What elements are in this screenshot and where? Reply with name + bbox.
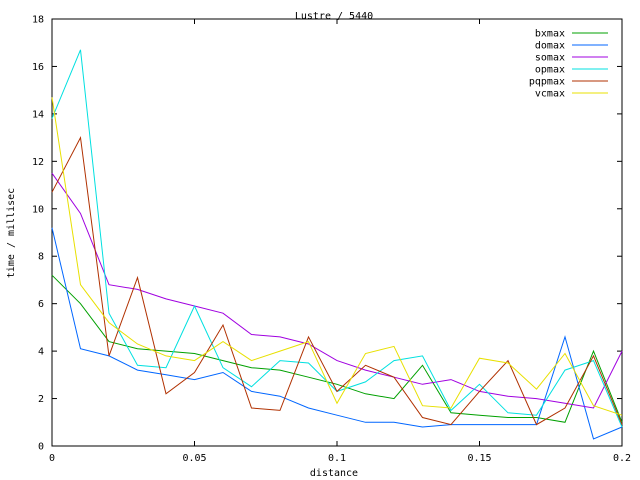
y-tick-label: 8: [38, 252, 44, 263]
y-axis-label: time / millisec: [6, 188, 17, 278]
axis-ticks: 0 0.05 0.1 0.15 0.2 0 2 4 6 8 10 12 14 16 18: [32, 15, 631, 465]
x-tick-label: 0.05: [182, 453, 206, 464]
legend-label-domax: domax: [535, 41, 565, 52]
x-tick-label: 0.2: [613, 453, 631, 464]
y-tick-label: 14: [32, 109, 44, 120]
chart-title: Lustre / 5440: [295, 11, 373, 22]
legend-label-bxmax: bxmax: [535, 29, 565, 40]
series-line-domax: [51, 227, 623, 440]
legend-label-opmax: opmax: [535, 65, 565, 76]
y-tick-label: 12: [32, 157, 44, 168]
series-line-pqpmax: [51, 135, 623, 426]
y-tick-label: 4: [38, 347, 44, 358]
legend-label-pqpmax: pqpmax: [529, 77, 565, 88]
y-tick-label: 10: [32, 204, 44, 215]
x-axis-label: distance: [310, 468, 358, 479]
legend-label-somax: somax: [535, 53, 565, 64]
x-tick-label: 0: [49, 453, 55, 464]
y-tick-label: 16: [32, 62, 44, 73]
series-line-bxmax: [51, 274, 623, 423]
y-tick-label: 2: [38, 394, 44, 405]
y-tick-label: 18: [32, 15, 44, 26]
legend-label-vcmax: vcmax: [535, 89, 565, 100]
series-lines: [51, 49, 623, 440]
series-line-somax: [51, 172, 623, 409]
y-tick-label: 0: [38, 442, 44, 453]
x-tick-label: 0.1: [328, 453, 346, 464]
x-tick-label: 0.15: [467, 453, 491, 464]
series-line-vcmax: [51, 97, 623, 416]
y-tick-label: 6: [38, 299, 44, 310]
